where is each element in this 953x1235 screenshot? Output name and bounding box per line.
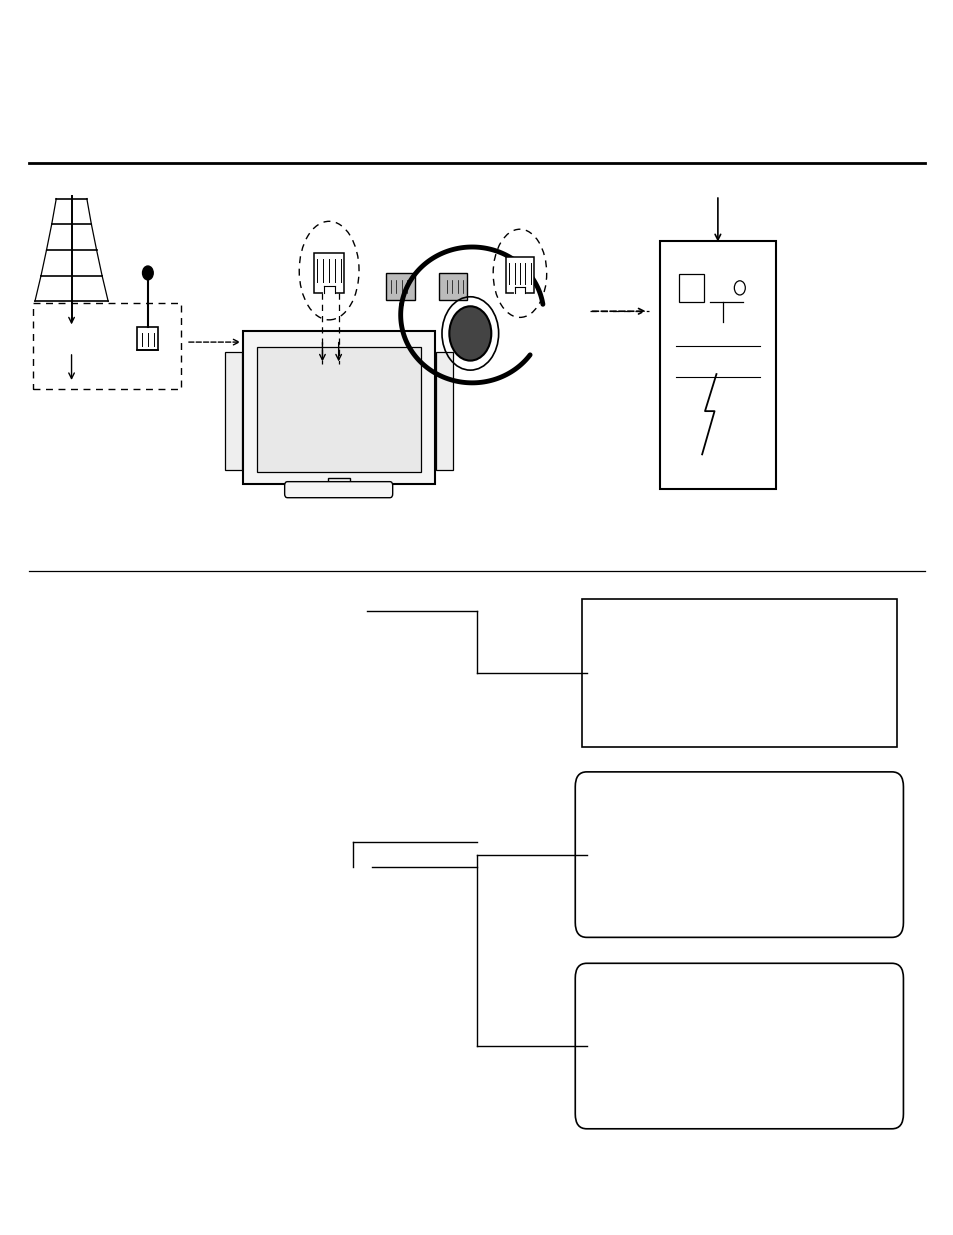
- Circle shape: [142, 266, 153, 280]
- FancyBboxPatch shape: [506, 257, 533, 293]
- Bar: [33, 303, 181, 389]
- FancyBboxPatch shape: [256, 347, 420, 472]
- FancyBboxPatch shape: [575, 772, 902, 937]
- FancyBboxPatch shape: [659, 241, 775, 489]
- FancyBboxPatch shape: [575, 963, 902, 1129]
- FancyBboxPatch shape: [242, 331, 434, 484]
- FancyBboxPatch shape: [679, 274, 703, 303]
- FancyBboxPatch shape: [438, 273, 467, 300]
- Circle shape: [449, 306, 491, 361]
- Ellipse shape: [493, 230, 546, 317]
- FancyBboxPatch shape: [435, 352, 453, 469]
- Circle shape: [734, 280, 744, 295]
- FancyBboxPatch shape: [224, 352, 241, 469]
- FancyBboxPatch shape: [386, 273, 415, 300]
- FancyBboxPatch shape: [137, 327, 158, 350]
- FancyBboxPatch shape: [581, 599, 896, 747]
- FancyBboxPatch shape: [314, 253, 344, 293]
- FancyBboxPatch shape: [284, 482, 393, 498]
- Ellipse shape: [299, 221, 358, 320]
- FancyBboxPatch shape: [327, 478, 350, 487]
